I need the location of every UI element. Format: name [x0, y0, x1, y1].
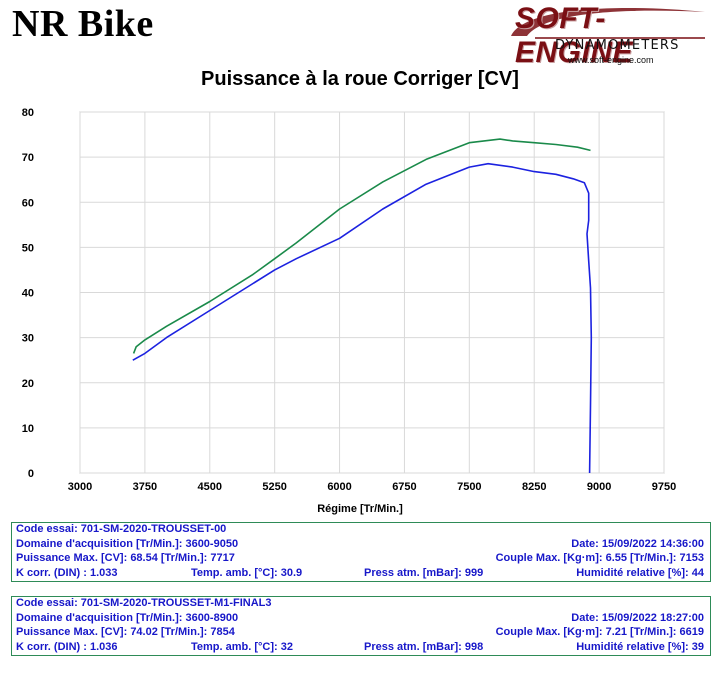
humidity: Humidité relative [%]: 44 — [576, 566, 704, 579]
y-tick-label: 80 — [22, 107, 34, 119]
atm-pressure: Press atm. [mBar]: 998 — [364, 640, 484, 653]
max-power: Puissance Max. [CV]: 68.54 [Tr/Min.]: 77… — [16, 552, 235, 564]
x-axis-label: Régime [Tr/Min.] — [317, 503, 403, 515]
k-corr: K corr. (DIN) : 1.033 — [16, 566, 118, 579]
test-code: Code essai: 701-SM-2020-TROUSSET-00 — [16, 523, 227, 535]
x-tick-labels: 3000 3750 4500 5250 6000 6750 7500 8250 9000 9750 — [68, 481, 676, 493]
test-code: Code essai: 701-SM-2020-TROUSSET-M1-FINA… — [16, 597, 272, 609]
ambient-temp: Temp. amb. [°C]: 30.9 — [191, 566, 303, 579]
x-tick-label: 8250 — [522, 481, 546, 493]
test-info-box-1: Code essai: 701-SM-2020-TROUSSET-00 Doma… — [11, 522, 711, 582]
test-date: Date: 15/09/2022 18:27:00 — [571, 611, 704, 624]
acquisition-range: Domaine d'acquisition [Tr/Min.]: 3600-90… — [16, 537, 239, 550]
max-power: Puissance Max. [CV]: 74.02 [Tr/Min.]: 78… — [16, 626, 235, 638]
info-row: Domaine d'acquisition [Tr/Min.]: 3600-90… — [12, 538, 710, 553]
x-tick-label: 6000 — [327, 481, 351, 493]
logo-sub-text: DYNAMOMETERS — [555, 38, 680, 53]
y-tick-label: 40 — [22, 288, 34, 300]
info-row: Code essai: 701-SM-2020-TROUSSET-M1-FINA… — [12, 597, 710, 612]
series-line-1 — [132, 138, 591, 354]
series-line-2 — [132, 162, 593, 474]
y-tick-label: 10 — [22, 423, 34, 435]
chart-title: Puissance à la roue Corriger [CV] — [201, 68, 519, 90]
x-tick-label: 7500 — [457, 481, 481, 493]
test-date: Date: 15/09/2022 14:36:00 — [571, 537, 704, 550]
max-torque: Couple Max. [Kg·m]: 7.21 [Tr/Min.]: 6619 — [495, 626, 704, 638]
logo-swoosh-icon — [511, 7, 705, 39]
y-tick-label: 50 — [22, 242, 34, 254]
y-tick-label: 0 — [28, 468, 34, 480]
max-torque: Couple Max. [Kg·m]: 6.55 [Tr/Min.]: 7153 — [495, 552, 704, 564]
series-layer — [132, 138, 593, 474]
test-info-box-2: Code essai: 701-SM-2020-TROUSSET-M1-FINA… — [11, 596, 711, 656]
x-tick-label: 5250 — [262, 481, 286, 493]
power-chart: 0 10 20 30 40 50 60 70 80 3000 3750 4500 5250 6000 67… — [22, 107, 676, 493]
x-tick-label: 6750 — [392, 481, 416, 493]
x-tick-label: 3750 — [133, 481, 157, 493]
y-tick-label: 60 — [22, 197, 34, 209]
y-tick-labels: 0 10 20 30 40 50 60 70 80 — [22, 107, 34, 480]
info-row: Puissance Max. [CV]: 74.02 [Tr/Min.]: 78… — [12, 626, 710, 641]
y-tick-label: 30 — [22, 333, 34, 345]
atm-pressure: Press atm. [mBar]: 999 — [364, 566, 484, 579]
logo-url-text: www.soft-engine.com — [568, 55, 654, 65]
k-corr: K corr. (DIN) : 1.036 — [16, 640, 118, 653]
soft-engine-logo: SOFT-ENGINE DYNAMOMETERS www.soft-engine… — [505, 2, 717, 69]
y-tick-label: 20 — [22, 378, 34, 390]
grid-layer — [79, 111, 665, 474]
ambient-temp: Temp. amb. [°C]: 32 — [191, 640, 293, 653]
info-row: Domaine d'acquisition [Tr/Min.]: 3600-89… — [12, 612, 710, 627]
brand-title: NR Bike — [12, 3, 154, 45]
x-tick-label: 9750 — [652, 481, 676, 493]
humidity: Humidité relative [%]: 39 — [576, 640, 704, 653]
logo-main-text: SOFT-ENGINE — [515, 2, 634, 69]
x-tick-label: 9000 — [587, 481, 611, 493]
y-tick-label: 70 — [22, 152, 34, 164]
info-row: Code essai: 701-SM-2020-TROUSSET-00 — [12, 523, 710, 538]
info-row: K corr. (DIN) : 1.033 Temp. amb. [°C]: 30… — [12, 567, 710, 582]
x-tick-label: 3000 — [68, 481, 92, 493]
info-row: K corr. (DIN) : 1.036 Temp. amb. [°C]: 32… — [12, 641, 710, 656]
x-tick-label: 4500 — [198, 481, 222, 493]
info-row: Puissance Max. [CV]: 68.54 [Tr/Min.]: 77… — [12, 552, 710, 567]
acquisition-range: Domaine d'acquisition [Tr/Min.]: 3600-89… — [16, 611, 239, 624]
